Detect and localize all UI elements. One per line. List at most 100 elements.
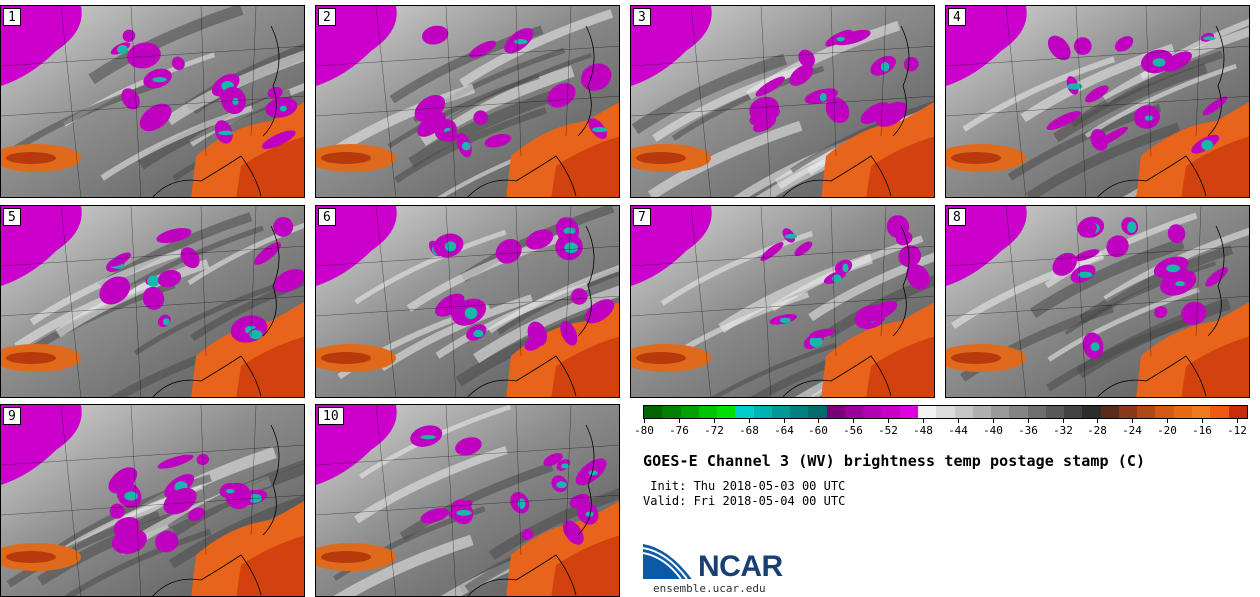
cold-cloud-nw [1, 6, 82, 86]
moisture-streak [88, 6, 244, 85]
colorbar-tick-label: -52 [878, 424, 898, 437]
convective-cell [560, 320, 578, 346]
colorbar-segment [1082, 406, 1101, 418]
ensemble-member-panel-9[interactable]: 9 [0, 404, 305, 597]
colorbar-tick [1202, 419, 1203, 423]
moisture-streak [379, 294, 533, 372]
colorbar-segment [936, 406, 955, 418]
cold-core [1203, 36, 1216, 41]
dry-region-core [236, 535, 304, 596]
boundary-line [515, 405, 522, 556]
boundary-line [946, 95, 1249, 117]
boundary-line [565, 206, 572, 337]
atlantic-coastline [577, 225, 595, 337]
convective-cell [749, 106, 780, 126]
ensemble-member-panel-2[interactable]: 2 [315, 5, 620, 198]
colorbar-tick-label: -48 [913, 424, 933, 437]
cold-core [162, 318, 170, 326]
colorbar-segment [844, 406, 864, 418]
moisture-streak [631, 53, 787, 135]
boundary-line [1, 95, 304, 117]
convective-cell [906, 264, 930, 290]
cold-core [564, 242, 578, 254]
ensemble-member-panel-3[interactable]: 3 [630, 5, 935, 198]
cold-core [232, 97, 239, 106]
atlantic-coastline [1207, 225, 1225, 337]
cold-core [809, 336, 823, 348]
dry-region-core [236, 336, 304, 397]
ensemble-member-panel-7[interactable]: 7 [630, 205, 935, 398]
ensemble-member-panel-5[interactable]: 5 [0, 205, 305, 398]
convective-cell [435, 293, 465, 317]
member-number-label: 2 [318, 8, 336, 26]
colorbar-ticks: -80 -76 -72 -68 -64 -60 -56 -52 -48 -44 -40 -36 -32 -… [634, 419, 1248, 439]
dry-region-core [551, 336, 619, 397]
ensemble-member-panel-4[interactable]: 4 [945, 5, 1250, 198]
cold-core [1175, 281, 1186, 287]
cold-core [420, 434, 436, 440]
convective-cell [484, 133, 512, 148]
moisture-streak [473, 285, 619, 364]
convective-cell [1085, 85, 1109, 103]
convective-cell [273, 216, 294, 237]
ensemble-member-panel-6[interactable]: 6 [315, 205, 620, 398]
colorbar-tick [784, 419, 785, 423]
dry-region-west-core [951, 152, 1001, 164]
colorbar-tick-label: -40 [983, 424, 1003, 437]
colorbar-segment [1009, 406, 1028, 418]
boundary-line [880, 6, 887, 137]
cold-core [1127, 221, 1137, 233]
wv-map-2 [316, 6, 619, 197]
moisture-streak [1046, 314, 1200, 392]
gulf-coastline [467, 155, 577, 197]
cold-core [585, 511, 594, 517]
colorbar-tick-label: -56 [843, 424, 863, 437]
boundary-line [1075, 206, 1087, 397]
convective-cell [834, 29, 871, 46]
boundary-line [316, 494, 619, 516]
colorbar-segment [972, 406, 992, 418]
boundary-line [316, 245, 619, 267]
dry-region-west-core [6, 551, 56, 563]
convective-cell [156, 228, 192, 244]
boundary-line [60, 206, 82, 397]
colorbar-segment [881, 406, 900, 418]
colorbar-tick-label: -28 [1087, 424, 1107, 437]
moisture-streak [647, 120, 803, 197]
boundary-line [60, 6, 82, 197]
moisture-streak [169, 494, 304, 569]
dry-region-west-core [951, 352, 1001, 364]
colorbar-segment [899, 406, 918, 418]
boundary-line [760, 6, 772, 197]
moisture-streak [1084, 63, 1237, 138]
atlantic-coastline [262, 424, 280, 536]
boundary-line [946, 295, 1249, 317]
cold-core [473, 329, 484, 338]
colorbar-segment [680, 406, 699, 418]
colorbar-tick [749, 419, 750, 423]
moisture-streak [399, 462, 554, 541]
boundary-line [375, 405, 397, 596]
boundary-line [60, 405, 82, 596]
colorbar-tick [888, 419, 889, 423]
boundary-line [1, 245, 304, 267]
colorbar-segment [1045, 406, 1065, 418]
moisture-streak [1047, 287, 1200, 362]
convective-cell [417, 100, 441, 123]
colorbar-tick-label: -16 [1192, 424, 1212, 437]
boundary-line [130, 206, 142, 397]
cold-cloud-nw [1, 206, 82, 286]
atlantic-coastline [262, 25, 280, 137]
ensemble-member-panel-10[interactable]: 10 [315, 404, 620, 597]
convective-cell [109, 252, 131, 267]
ensemble-member-panel-8[interactable]: 8 [945, 205, 1250, 398]
cold-core [464, 307, 478, 320]
cold-core [1066, 83, 1083, 90]
colorbar [643, 405, 1248, 419]
boundary-line [760, 206, 772, 397]
convective-cell [825, 97, 850, 123]
convective-cell [261, 130, 296, 149]
ensemble-member-panel-1[interactable]: 1 [0, 5, 305, 198]
boundary-line [690, 6, 712, 197]
moisture-streak [1069, 50, 1224, 128]
